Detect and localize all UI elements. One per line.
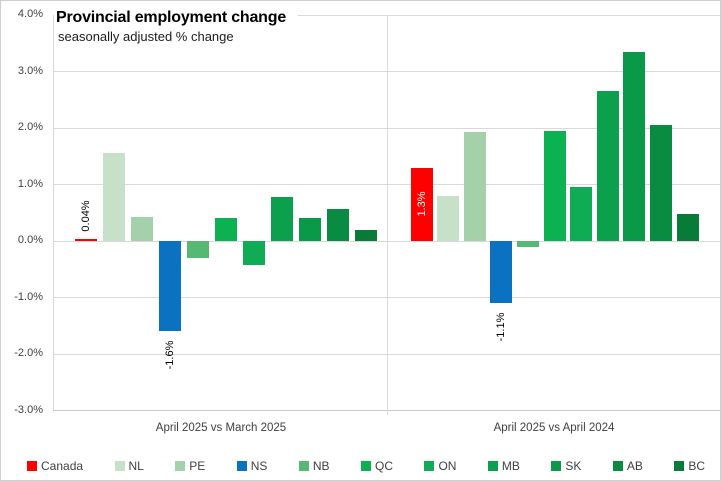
legend-swatch-mb <box>487 461 498 471</box>
legend-swatch-canada <box>27 461 37 471</box>
bar-1-canada <box>410 167 433 241</box>
chart-title: Provincial employment change <box>56 9 287 26</box>
value-label: 1.3% <box>415 191 428 217</box>
chart-title-block: Provincial employment change seasonally … <box>54 6 299 47</box>
bar-0-ab <box>327 208 349 241</box>
legend-item-ns: NS <box>236 459 268 473</box>
legend-label: PE <box>189 459 206 473</box>
bar-0-bc <box>355 229 377 241</box>
value-label: -1.6% <box>164 340 176 370</box>
legend-label: AB <box>626 459 643 473</box>
legend-item-qc: QC <box>361 459 393 473</box>
legend-item-bc: BC <box>674 459 705 473</box>
legend-item-sk: SK <box>551 459 581 473</box>
legend-item-mb: MB <box>487 459 520 473</box>
y-tick-label: 1.0% <box>17 177 43 190</box>
value-label: -1.1% <box>495 312 508 342</box>
legend-label: QC <box>375 459 394 473</box>
gridline-0.0% <box>53 240 720 242</box>
legend-label: BC <box>688 459 705 473</box>
bar-0-pe <box>131 217 153 241</box>
legend-swatch-ns <box>236 461 247 471</box>
bar-0-sk <box>299 218 321 241</box>
legend-item-on: ON <box>424 459 456 473</box>
category-label-right: April 2025 vs April 2024 <box>493 422 615 434</box>
gridline-1.0% <box>53 184 720 185</box>
legend-swatch-pe <box>175 461 186 471</box>
legend-label: SK <box>565 459 582 473</box>
legend: Canada NL PE NS NB QC ON MB SK AB BC <box>27 458 705 474</box>
bar-1-pe <box>463 131 486 241</box>
bar-0-nl <box>103 153 125 241</box>
bar-0-canada <box>75 238 97 241</box>
legend-label: NB <box>312 459 330 473</box>
legend-label: MB <box>501 459 520 473</box>
gridline--2.0% <box>53 353 720 355</box>
bar-0-ns <box>159 241 181 332</box>
bar-1-ns <box>490 241 513 304</box>
bar-1-ab <box>649 125 672 241</box>
legend-item-pe: PE <box>175 459 205 473</box>
legend-label: NS <box>250 459 268 473</box>
plot-border-line <box>719 15 720 411</box>
category-label-left: April 2025 vs March 2025 <box>155 422 287 434</box>
bar-1-sk <box>623 51 646 241</box>
legend-label: Canada <box>41 459 84 473</box>
gridline--3.0% <box>53 410 720 411</box>
plot-border-line <box>53 15 54 411</box>
bar-0-qc <box>215 218 237 241</box>
value-label: 0.04% <box>80 200 92 232</box>
legend-item-nl: NL <box>114 459 144 473</box>
y-tick-label: -3.0% <box>14 403 43 416</box>
bar-1-on <box>570 187 593 241</box>
bar-1-nl <box>437 195 460 241</box>
legend-swatch-bc <box>674 461 685 471</box>
gridline--1.0% <box>53 297 720 298</box>
y-tick-label: 2.0% <box>17 121 43 133</box>
bar-0-mb <box>271 196 293 241</box>
gridline-3.0% <box>53 71 720 72</box>
legend-swatch-sk <box>551 461 562 471</box>
bar-1-mb <box>596 91 619 241</box>
bar-0-nb <box>187 241 209 258</box>
legend-item-nb: NB <box>298 459 330 473</box>
bar-1-bc <box>676 213 699 241</box>
gridline-2.0% <box>53 127 720 129</box>
chart-subtitle: seasonally adjusted % change <box>58 29 234 44</box>
legend-swatch-qc <box>361 461 372 471</box>
y-tick-label: -1.0% <box>14 290 43 303</box>
gridline-4.0% <box>53 14 720 16</box>
y-tick-label: 4.0% <box>17 8 43 20</box>
bar-1-nb <box>516 241 539 247</box>
legend-item-ab: AB <box>612 459 643 473</box>
bar-1-qc <box>543 130 566 241</box>
legend-swatch-ab <box>612 461 623 471</box>
y-tick-label: 0.0% <box>17 234 43 246</box>
legend-swatch-nb <box>298 461 309 471</box>
bar-0-on <box>243 241 265 265</box>
legend-swatch-on <box>424 461 435 471</box>
group-divider-line <box>386 15 388 415</box>
y-tick-label: -2.0% <box>14 347 43 359</box>
legend-item-canada: Canada <box>27 459 83 473</box>
legend-label: NL <box>128 459 144 473</box>
y-tick-label: 3.0% <box>17 64 43 77</box>
legend-label: ON <box>438 459 457 473</box>
legend-swatch-nl <box>114 461 125 471</box>
